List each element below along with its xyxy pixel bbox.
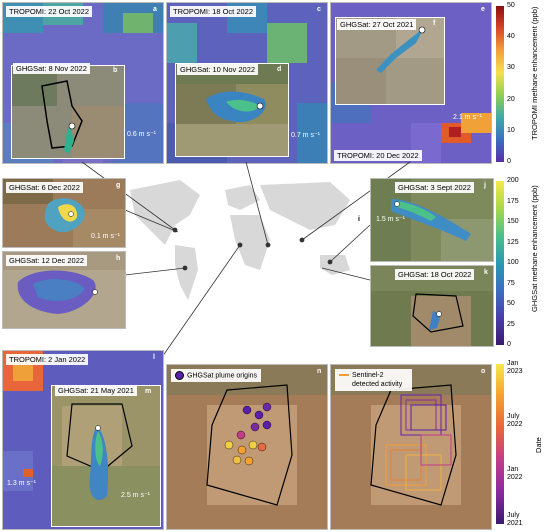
panel-letter-b: b <box>113 67 118 74</box>
panel-letter-l: l <box>153 354 155 361</box>
panel-letter-m: m <box>145 388 152 395</box>
ghgsat-tick-label: 0 <box>507 341 511 348</box>
site-boundary-n <box>206 384 293 506</box>
panel-e: GHGSat: 27 Oct 2021 TROPOMI: 20 Dec 2022… <box>330 2 492 164</box>
tropomi-date-e: TROPOMI: 20 Dec 2022 <box>334 150 422 161</box>
wind-speed-c: 0.7 m s⁻¹ <box>291 132 320 139</box>
panel-letter-a: a <box>153 6 157 13</box>
ghgsat-inset-b <box>11 65 125 159</box>
ghgsat-date-b: GHGSat: 8 Nov 2022 <box>13 63 90 74</box>
tropomi-tick-label: 10 <box>507 126 515 134</box>
panel-letter-c: c <box>317 6 321 13</box>
panel-n: GHGSat plume origins n <box>166 364 328 530</box>
tropomi-tick-label: 20 <box>507 95 515 103</box>
tropomi-tick-label: 50 <box>507 2 515 9</box>
orange-line-icon <box>339 374 349 377</box>
panel-j: GHGSat: 3 Sept 2022 j 1.5 m s⁻¹ <box>370 178 494 262</box>
tropomi-date-a: TROPOMI: 22 Oct 2022 <box>6 6 93 17</box>
site-boundary-o <box>370 384 457 506</box>
legend-sentinel-label: Sentinel-2 detected activity <box>352 372 403 388</box>
tropomi-tick-label: 30 <box>507 64 515 72</box>
panel-letter-o: o <box>481 368 486 375</box>
panel-letter-g: g <box>116 182 121 189</box>
date-tick-label: July 2022 <box>507 412 523 428</box>
tropomi-date-l: TROPOMI: 2 Jan 2022 <box>6 354 89 365</box>
panel-c: TROPOMI: 18 Oct 2022 GHGSat: 10 Nov 2022… <box>166 2 328 164</box>
panel-o: Sentinel-2 detected activity o <box>330 364 492 530</box>
tropomi-tick-label: 40 <box>507 33 515 41</box>
ghgsat-tick-label: 25 <box>507 320 515 328</box>
tropomi-colorbar <box>496 6 504 162</box>
ghgsat-tick-label: 50 <box>507 300 515 307</box>
date-tick-label: July 2021 <box>507 512 523 527</box>
panel-k: GHGSat: 18 Oct 2022 k <box>370 265 494 347</box>
date-tick-label: Jan 2023 <box>507 360 523 375</box>
panel-letter-h: h <box>116 255 121 262</box>
ghgsat-date-f: GHGSat: 27 Oct 2021 <box>337 19 417 30</box>
legend-sentinel-activity: Sentinel-2 detected activity <box>335 369 412 391</box>
ghgsat-date-k: GHGSat: 18 Oct 2022 <box>395 269 475 280</box>
panel-l: TROPOMI: 2 Jan 2022 GHGSat: 21 May 2021 … <box>2 350 164 530</box>
panel-g: GHGSat: 6 Dec 2022 g 0.1 m s⁻¹ <box>2 178 126 248</box>
site-boundary-b <box>41 80 83 149</box>
activity-outlines <box>385 394 452 491</box>
plume-f <box>376 28 424 73</box>
panel-a: TROPOMI: 22 Oct 2022 GHGSat: 8 Nov 2022 … <box>2 2 164 164</box>
ghgsat-inset-d <box>175 63 289 157</box>
ghgsat-tick-label: 75 <box>507 279 515 287</box>
date-colorbar-title: Date <box>534 437 543 453</box>
ghgsat-date-d: GHGSat: 10 Nov 2022 <box>177 64 259 75</box>
panel-letter-n: n <box>317 368 322 375</box>
ghgsat-date-j: GHGSat: 3 Sept 2022 <box>395 182 474 193</box>
ghgsat-tick-label: 150 <box>507 218 519 225</box>
ghgsat-tick-label: 125 <box>507 238 519 246</box>
ghgsat-inset-m <box>51 385 161 527</box>
ghgsat-date-g: GHGSat: 6 Dec 2022 <box>6 182 83 193</box>
world-map <box>130 180 350 300</box>
ghgsat-date-h: GHGSat: 12 Dec 2022 <box>6 255 88 266</box>
wind-speed-l: 1.3 m s⁻¹ <box>7 480 36 487</box>
wind-speed-g: 0.1 m s⁻¹ <box>91 233 120 240</box>
panel-letter-e: e <box>481 6 485 13</box>
date-colorbar <box>496 364 504 524</box>
ghgsat-tick-label: 200 <box>507 177 519 184</box>
wind-speed-e: 2.1 m s⁻¹ <box>453 114 482 121</box>
date-tick-label: Jan 2022 <box>507 465 523 481</box>
plume-b <box>64 124 74 154</box>
panel-letter-d: d <box>277 66 282 73</box>
wind-speed-j: 1.5 m s⁻¹ <box>376 216 405 223</box>
tropomi-colorbar-title: TROPOMI methane enhancement (ppb) <box>530 6 539 140</box>
wind-speed-a: 0.6 m s⁻¹ <box>127 131 156 138</box>
ghgsat-tick-label: 175 <box>507 197 519 205</box>
tropomi-date-c: TROPOMI: 18 Oct 2022 <box>170 6 257 17</box>
panel-letter-i: i <box>358 216 360 223</box>
site-boundary-m <box>66 403 133 472</box>
purple-dot-icon <box>175 371 184 380</box>
panel-letter-f: f <box>433 20 436 27</box>
ghgsat-colorbar <box>496 181 504 345</box>
panel-letter-j: j <box>484 182 486 189</box>
panel-h: GHGSat: 12 Dec 2022 h <box>2 251 126 329</box>
tropomi-tick-label: 0 <box>507 158 511 165</box>
legend-plume-origins: GHGSat plume origins <box>171 369 262 383</box>
site-boundary-k <box>412 293 464 333</box>
legend-plume-origins-label: GHGSat plume origins <box>187 372 258 380</box>
ghgsat-date-m: GHGSat: 21 May 2021 <box>55 385 137 396</box>
ghgsat-colorbar-title: GHGSat methane enhancement (ppb) <box>530 185 539 312</box>
panel-letter-k: k <box>484 269 488 276</box>
plume-origin-points <box>224 402 272 466</box>
ghgsat-inset-f <box>335 17 445 105</box>
ghgsat-tick-label: 100 <box>507 259 519 266</box>
wind-speed-m: 2.5 m s⁻¹ <box>121 492 150 499</box>
